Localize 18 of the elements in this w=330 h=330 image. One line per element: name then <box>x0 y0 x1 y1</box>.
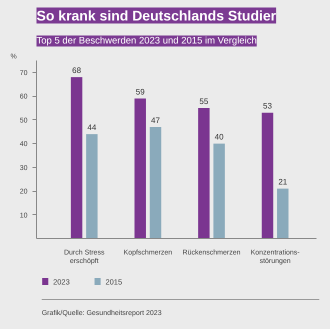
bar <box>134 98 146 238</box>
data-label: 53 <box>263 102 272 111</box>
bar <box>70 77 82 238</box>
data-label: 40 <box>214 132 224 142</box>
bar <box>213 144 225 238</box>
bar <box>277 188 288 238</box>
data-label: 47 <box>151 116 160 125</box>
data-label: 68 <box>72 66 82 76</box>
data-label: 55 <box>199 96 209 106</box>
data-label: 21 <box>278 178 288 187</box>
data-label: 59 <box>136 87 146 96</box>
bar <box>198 108 210 238</box>
chart-subtitle: Top 5 der Beschwerden 2023 und 2015 im Vergleich <box>36 36 257 46</box>
chart-title: So krank sind Deutschlands Studier <box>36 8 277 24</box>
data-label: 44 <box>87 123 97 132</box>
bar <box>86 134 98 238</box>
bar <box>150 126 162 238</box>
bar <box>262 112 274 238</box>
